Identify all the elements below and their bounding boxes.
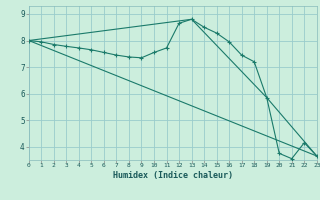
- X-axis label: Humidex (Indice chaleur): Humidex (Indice chaleur): [113, 171, 233, 180]
